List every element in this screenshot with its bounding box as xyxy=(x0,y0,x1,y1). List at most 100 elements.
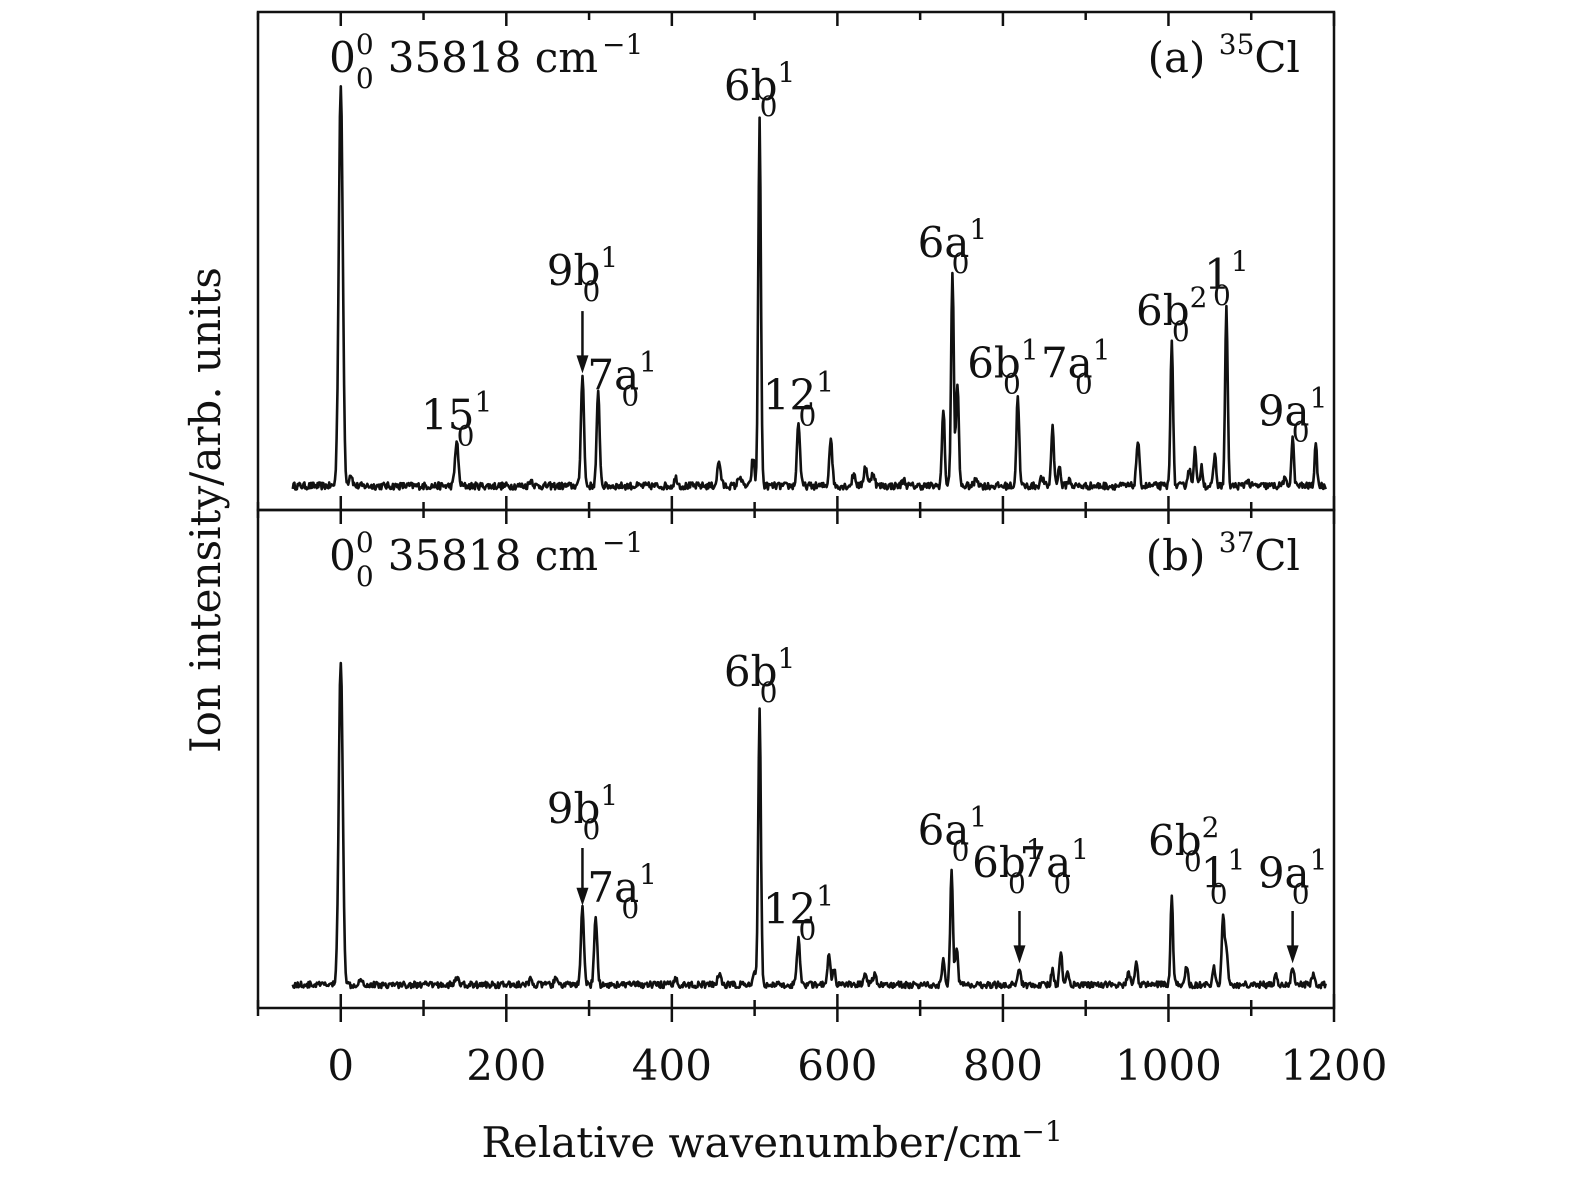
panel-b-label-5: 6b1 0 xyxy=(972,833,1043,900)
panel-b-label-4-sup: 1 xyxy=(969,800,987,833)
panel-a-label-5-sup: 1 xyxy=(969,213,987,246)
x-tick-label-800: 800 xyxy=(963,1041,1043,1090)
panel-a-label-7: 7a1 0 xyxy=(1041,333,1111,400)
panel-b-label-0-base: 6b xyxy=(724,647,778,696)
panel-b-label-8-base: 1 xyxy=(1201,849,1228,898)
panel-b-label-2-sub: 0 xyxy=(621,892,639,925)
x-axis-title-text: Relative wavenumber/cm xyxy=(481,1118,1021,1167)
panel-a-label-6: 6b1 0 xyxy=(967,333,1038,400)
panel-a-label-2-sup: 1 xyxy=(474,386,492,419)
panel-a-label-4-sup: 1 xyxy=(816,366,834,399)
panel-a-label-4-base: 12 xyxy=(763,371,816,420)
panel-b-label-6: 7a1 0 xyxy=(1019,833,1089,900)
x-axis-title: Relative wavenumber/cm−1 xyxy=(481,1115,1062,1167)
panel-a-label-9-base: 1 xyxy=(1204,250,1231,299)
panel-a-arrow-0 xyxy=(576,311,589,374)
panel-b-tag: (b) 37Cl xyxy=(1146,526,1300,580)
panel-a-label-6-base: 6b xyxy=(967,338,1021,387)
panel-b-label-1-base: 9b xyxy=(547,784,601,833)
panel-b-origin-label: 00 0 35818 cm −1 xyxy=(329,526,643,593)
panel-a-label-4: 121 0 xyxy=(763,366,834,433)
panel-b-label-7-base: 6b xyxy=(1148,816,1202,865)
panel-b-label-8-sub: 0 xyxy=(1210,878,1228,911)
panel-b-label-4-sub: 0 xyxy=(952,834,970,867)
panel-b-label-1-sub: 0 xyxy=(583,813,601,846)
panel-a-tag: (a) 35Cl xyxy=(1148,28,1300,82)
panel-b-label-3-sup: 1 xyxy=(816,880,834,913)
panel-a-label-2-sub: 0 xyxy=(457,420,475,453)
x-axis-title-exponent: −1 xyxy=(1021,1115,1062,1148)
panel-b-label-9-sup: 1 xyxy=(1310,844,1328,877)
panel-a-label-10-sub: 0 xyxy=(1292,416,1310,449)
panel-a-label-5-base: 6a xyxy=(918,218,970,267)
panel-a-label-6-sup: 1 xyxy=(1021,333,1039,366)
panel-b-label-3-base: 12 xyxy=(763,885,816,934)
panel-b-spectrum xyxy=(291,661,1327,990)
panel-b-label-5-sub: 0 xyxy=(1008,867,1026,900)
panel-b-label-4: 6a1 0 xyxy=(918,800,988,867)
panel-a-label-6-sub: 0 xyxy=(1003,367,1021,400)
panel-b-label-7: 6b2 0 xyxy=(1148,811,1219,878)
panel-b-label-3-sub: 0 xyxy=(798,914,816,947)
panel-b-label-6-sub: 0 xyxy=(1053,867,1071,900)
panel-a-label-8-sup: 2 xyxy=(1190,281,1208,314)
panel-b-arrow-1 xyxy=(1013,911,1026,964)
panel-a-label-8: 6b2 0 xyxy=(1136,281,1207,348)
panel-a-label-3-sub: 0 xyxy=(621,379,639,412)
x-tick-label-1000: 1000 xyxy=(1115,1041,1222,1090)
panel-b-label-9: 9a1 0 xyxy=(1258,844,1328,911)
x-tick-label-600: 600 xyxy=(797,1041,877,1090)
x-tick-label-400: 400 xyxy=(632,1041,712,1090)
panel-b-label-6-sup: 1 xyxy=(1071,833,1089,866)
panel-a-label-8-base: 6b xyxy=(1136,286,1190,335)
panel-a-label-3: 7a1 0 xyxy=(587,345,657,412)
panel-b-label-0-sup: 1 xyxy=(777,642,795,675)
panel-a-label-0-base: 6b xyxy=(724,61,778,110)
panel-b-arrow-0 xyxy=(576,848,589,906)
panel-a-label-7-sub: 0 xyxy=(1075,367,1093,400)
panel-a-label-1-sub: 0 xyxy=(583,275,601,308)
x-tick-label-0: 0 xyxy=(327,1041,354,1090)
panel-a-label-5-sub: 0 xyxy=(952,247,970,280)
panel-a-label-1-base: 9b xyxy=(547,246,601,295)
panel-a-label-1-sup: 1 xyxy=(600,241,618,274)
panel-b-label-2: 7a1 0 xyxy=(587,858,657,925)
panel-a-label-9-sub: 0 xyxy=(1213,279,1231,312)
panel-b-label-5-base: 6b xyxy=(972,838,1026,887)
x-tick-label-200: 200 xyxy=(466,1041,546,1090)
panel-a-label-2-base: 15 xyxy=(421,391,474,440)
panel-b-label-7-sup: 2 xyxy=(1202,811,1220,844)
panel-a-origin-label: 00 0 35818 cm −1 xyxy=(329,28,643,95)
panel-a-label-10-base: 9a xyxy=(1258,387,1310,436)
panel-b-label-6-base: 7a xyxy=(1019,838,1071,887)
panel-b-label-8: 11 0 xyxy=(1201,844,1246,911)
panel-a-label-10: 9a1 0 xyxy=(1258,382,1328,449)
panel-a-label-7-base: 7a xyxy=(1041,338,1093,387)
panel-a-label-8-sub: 0 xyxy=(1172,315,1190,348)
panel-a-label-2: 151 0 xyxy=(421,386,492,453)
panel-b-frame xyxy=(256,508,1336,1010)
panel-a-label-3-base: 7a xyxy=(587,350,639,399)
panel-b-label-9-base: 9a xyxy=(1258,849,1310,898)
panel-a-label-9-sup: 1 xyxy=(1231,245,1249,278)
panel-b-label-0-sub: 0 xyxy=(760,676,778,709)
panel-a-label-0-sup: 1 xyxy=(777,56,795,89)
panel-a-spectrum xyxy=(291,85,1327,491)
panel-a-label-0: 6b1 0 xyxy=(724,56,795,123)
panel-b-label-1-sup: 1 xyxy=(600,779,618,812)
panel-b-label-8-sup: 1 xyxy=(1228,844,1246,877)
panel-b-label-4-base: 6a xyxy=(918,805,970,854)
panel-b-label-2-base: 7a xyxy=(587,863,639,912)
panel-b-label-1: 9b1 0 xyxy=(547,779,618,846)
panel-b-label-9-sub: 0 xyxy=(1292,878,1310,911)
panel-a-label-4-sub: 0 xyxy=(798,400,816,433)
y-axis-title: Ion intensity/arb. units xyxy=(181,267,230,753)
panel-a-label-9: 11 0 xyxy=(1204,245,1249,312)
panel-b-arrow-2 xyxy=(1286,911,1299,964)
panel-b-label-5-sup: 1 xyxy=(1026,833,1044,866)
panel-a-label-7-sup: 1 xyxy=(1093,333,1111,366)
panel-a-label-3-sup: 1 xyxy=(639,345,657,378)
